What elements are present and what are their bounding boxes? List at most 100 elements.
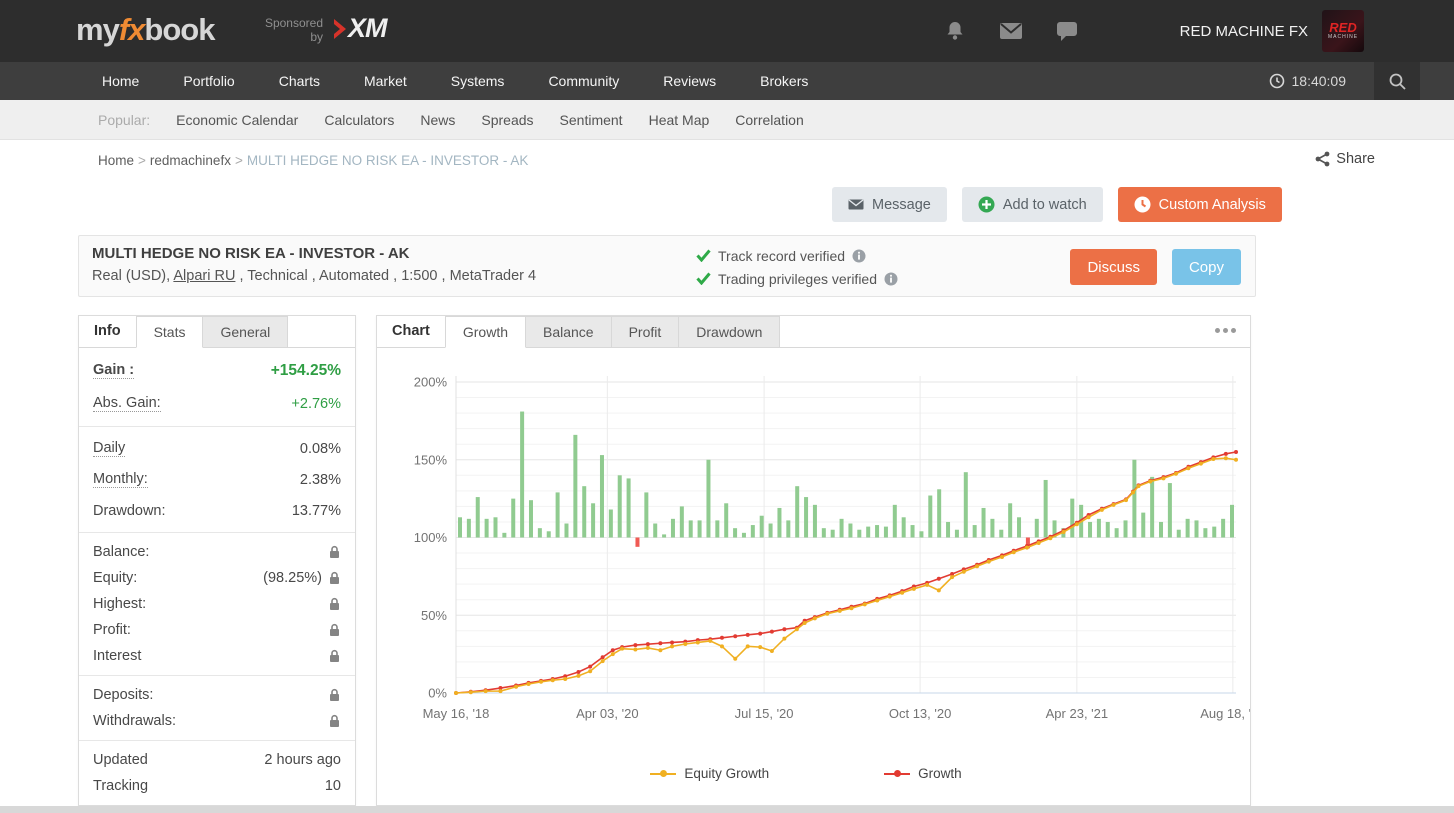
svg-text:Oct 13, '20: Oct 13, '20: [889, 706, 951, 721]
stat-row-monthly: Monthly: 2.38%: [93, 471, 341, 488]
stat-row-deposits: Deposits:: [93, 682, 341, 708]
popular-heat-map[interactable]: Heat Map: [648, 111, 710, 128]
svg-text:150%: 150%: [414, 452, 448, 467]
stat-row-daily: Daily 0.08%: [93, 440, 341, 457]
chart-panel-title: Chart: [392, 323, 430, 339]
svg-text:May 16, '18: May 16, '18: [423, 706, 490, 721]
messages-envelope-icon[interactable]: [999, 22, 1023, 40]
tab-stats[interactable]: Stats: [135, 316, 204, 348]
info-icon[interactable]: [852, 249, 866, 263]
chart-legend: Equity Growth Growth: [456, 766, 1156, 781]
main-nav: Home Portfolio Charts Market Systems Com…: [0, 62, 1454, 100]
nav-item-systems[interactable]: Systems: [450, 73, 505, 89]
notifications-bell-icon[interactable]: [944, 20, 966, 42]
lock-icon: [330, 649, 339, 662]
nav-item-market[interactable]: Market: [363, 73, 407, 89]
stat-row-interest: Interest: [93, 643, 341, 669]
svg-text:Apr 23, '21: Apr 23, '21: [1046, 706, 1108, 721]
info-sidebar: Info Stats General Gain : +154.25% Abs. …: [78, 315, 356, 806]
stat-row-withdrawals: Withdrawals:: [93, 708, 341, 734]
breadcrumb-home[interactable]: Home: [98, 153, 135, 168]
legend-equity-growth[interactable]: Equity Growth: [650, 766, 769, 781]
equity-growth-marker-icon: [650, 770, 677, 777]
popular-correlation[interactable]: Correlation: [735, 111, 804, 128]
tab-profit[interactable]: Profit: [611, 316, 680, 347]
nav-item-portfolio[interactable]: Portfolio: [183, 73, 235, 89]
avatar[interactable]: RED MACHINE: [1322, 10, 1364, 52]
svg-text:Aug 18, '21: Aug 18, '21: [1200, 706, 1250, 721]
equity-value: (98.25%): [263, 570, 322, 586]
lock-icon: [330, 597, 339, 610]
growth-marker-icon: [884, 770, 911, 777]
svg-text:100%: 100%: [414, 530, 448, 545]
svg-text:50%: 50%: [421, 608, 447, 623]
search-button[interactable]: [1374, 62, 1420, 100]
growth-chart: 0% 50% 100% 150% 200% May 16, '18 Apr 03, '20 J…: [377, 348, 1250, 806]
svg-text:200%: 200%: [414, 375, 448, 390]
nav-item-charts[interactable]: Charts: [278, 73, 320, 89]
check-icon: [696, 272, 711, 285]
svg-text:0%: 0%: [428, 686, 447, 701]
add-to-watch-button[interactable]: Add to watch: [961, 187, 1103, 222]
nav-item-community[interactable]: Community: [548, 73, 620, 89]
nav-item-brokers[interactable]: Brokers: [760, 73, 809, 89]
popular-economic-calendar[interactable]: Economic Calendar: [176, 111, 299, 128]
lock-icon: [330, 714, 339, 727]
stat-row-profit: Profit:: [93, 617, 341, 643]
stat-row-gain: Gain : +154.25%: [93, 361, 341, 379]
chat-bubble-icon[interactable]: [1056, 21, 1078, 42]
popular-bar: Popular: Economic Calendar Calculators N…: [0, 100, 1454, 140]
clock-icon: [1269, 73, 1284, 89]
stat-row-abs-gain: Abs. Gain: +2.76%: [93, 395, 341, 412]
nav-item-reviews[interactable]: Reviews: [663, 73, 717, 89]
custom-analysis-clock-icon: [1134, 196, 1151, 213]
chart-options-icon[interactable]: [1215, 328, 1236, 333]
discuss-button[interactable]: Discuss: [1070, 249, 1157, 285]
track-record-verified: Track record verified: [696, 244, 898, 267]
xm-arrow-icon: [334, 18, 346, 39]
xm-sponsor-logo[interactable]: XM: [332, 13, 387, 44]
stat-row-updated: Updated 2 hours ago: [93, 752, 341, 768]
page-bottom-strip: [0, 806, 1454, 813]
breadcrumb-user[interactable]: redmachinefx: [149, 153, 231, 168]
system-subtitle: Real (USD), Alpari RU , Technical , Auto…: [92, 268, 537, 284]
sidebar-title-info: Info: [94, 323, 121, 339]
trading-privileges-verified: Trading privileges verified: [696, 267, 898, 290]
share-button[interactable]: Share: [1315, 151, 1375, 167]
stat-row-balance: Balance:: [93, 539, 341, 565]
stat-row-equity: Equity: (98.25%): [93, 565, 341, 591]
add-plus-icon: [978, 196, 995, 213]
updated-value: 2 hours ago: [264, 752, 341, 768]
system-summary-panel: MULTI HEDGE NO RISK EA - INVESTOR - AK R…: [78, 235, 1256, 297]
stat-row-drawdown: Drawdown: 13.77%: [93, 502, 341, 519]
info-icon[interactable]: [884, 272, 898, 286]
svg-text:Apr 03, '20: Apr 03, '20: [576, 706, 638, 721]
account-name[interactable]: RED MACHINE FX: [1179, 22, 1308, 40]
gain-value: +154.25%: [270, 361, 341, 379]
stat-row-tracking: Tracking 10: [93, 778, 341, 794]
copy-button[interactable]: Copy: [1171, 249, 1241, 285]
tab-general[interactable]: General: [203, 316, 289, 347]
nav-item-home[interactable]: Home: [102, 73, 140, 89]
server-time: 18:40:09: [1269, 73, 1346, 89]
popular-sentiment[interactable]: Sentiment: [559, 111, 623, 128]
lock-icon: [330, 623, 339, 636]
message-envelope-icon: [848, 199, 864, 210]
myfxbook-logo[interactable]: myfxbook: [76, 12, 215, 47]
popular-label: Popular:: [98, 111, 151, 128]
legend-growth[interactable]: Growth: [884, 766, 962, 781]
tab-balance[interactable]: Balance: [526, 316, 612, 347]
tab-drawdown[interactable]: Drawdown: [679, 316, 781, 347]
message-button[interactable]: Message: [832, 187, 947, 222]
tracking-value: 10: [324, 778, 341, 794]
broker-link[interactable]: Alpari RU: [173, 268, 236, 284]
popular-news[interactable]: News: [420, 111, 456, 128]
popular-spreads[interactable]: Spreads: [481, 111, 534, 128]
tab-growth[interactable]: Growth: [444, 316, 526, 348]
custom-analysis-button[interactable]: Custom Analysis: [1117, 187, 1282, 222]
sponsored-by-label: Sponsored by: [264, 16, 323, 44]
share-icon: [1315, 151, 1330, 167]
search-icon: [1389, 73, 1406, 90]
popular-calculators[interactable]: Calculators: [324, 111, 395, 128]
